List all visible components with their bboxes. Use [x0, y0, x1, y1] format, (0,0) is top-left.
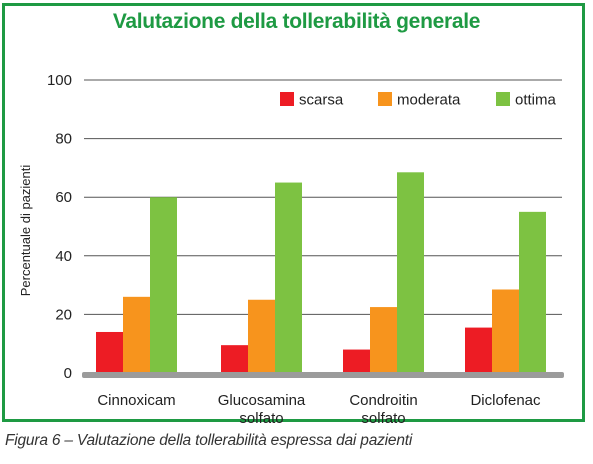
y-tick-label: 100 — [47, 72, 72, 89]
bar-ottima-1 — [275, 182, 302, 373]
x-axis-baseline — [82, 372, 564, 378]
bar-scarsa-0 — [96, 331, 123, 373]
y-tick-label: 0 — [64, 365, 72, 382]
category-label: solfato — [239, 410, 283, 427]
category-label: Glucosamina — [218, 392, 306, 409]
category-label: solfato — [361, 410, 405, 427]
bar-ottima-3 — [519, 211, 546, 373]
category-label: Diclofenac — [470, 392, 541, 409]
y-tick-label: 40 — [55, 248, 72, 265]
legend-swatch-scarsa — [280, 92, 294, 106]
y-tick-label: 60 — [55, 189, 72, 206]
bar-moderata-1 — [248, 299, 275, 373]
bar-scarsa-2 — [343, 349, 370, 373]
figure-caption: Figura 6 – Valutazione della tollerabili… — [5, 432, 413, 449]
category-label: Cinnoxicam — [97, 392, 175, 409]
bar-moderata-3 — [492, 289, 519, 373]
category-label: Condroitin — [349, 392, 417, 409]
legend-label-moderata: moderata — [397, 92, 461, 109]
legend-swatch-ottima — [496, 92, 510, 106]
y-tick-label: 80 — [55, 131, 72, 148]
legend-label-ottima: ottima — [515, 92, 557, 109]
legend-label-scarsa: scarsa — [299, 92, 344, 109]
y-axis-label: Percentuale di pazienti — [18, 165, 33, 297]
bar-ottima-2 — [397, 172, 424, 373]
chart-title: Valutazione della tollerabilità generale — [112, 10, 481, 33]
bar-scarsa-3 — [465, 327, 492, 373]
legend-swatch-moderata — [378, 92, 392, 106]
bar-ottima-0 — [150, 197, 177, 373]
bar-moderata-2 — [370, 307, 397, 373]
bar-moderata-0 — [123, 296, 150, 373]
y-tick-label: 20 — [55, 306, 72, 323]
bar-scarsa-1 — [221, 345, 248, 373]
